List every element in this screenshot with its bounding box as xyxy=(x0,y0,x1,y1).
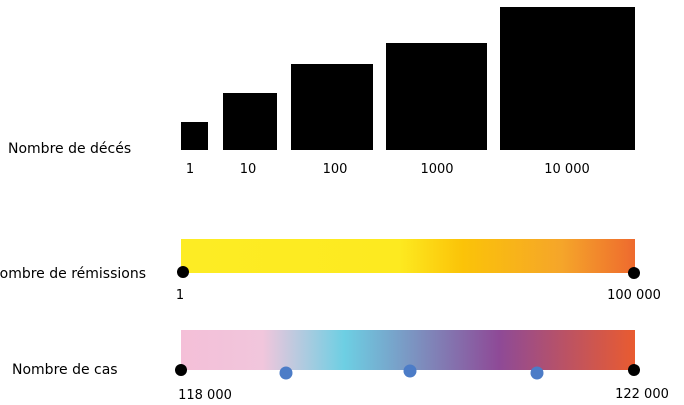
cases-intermediate-marker xyxy=(279,366,293,380)
death-tier-label-10000: 10 000 xyxy=(544,162,590,177)
death-tier-label-100: 100 xyxy=(323,162,348,177)
remissions-max-label: 100 000 xyxy=(607,288,661,303)
death-tier-label-1000: 1000 xyxy=(420,162,453,177)
cases-intermediate-marker xyxy=(530,366,544,380)
cases-max-label: 122 000 xyxy=(615,387,669,402)
cases-min-marker xyxy=(175,364,187,376)
remissions-min-label: 1 xyxy=(176,288,184,303)
death-square-10 xyxy=(223,93,277,150)
cases-min-label: 118 000 xyxy=(178,388,232,403)
death-square-10000 xyxy=(500,7,635,150)
remissions-row-label: Nombre de rémissions xyxy=(0,266,146,282)
remissions-min-marker xyxy=(177,266,189,278)
cases-gradient-bar xyxy=(181,330,635,370)
remissions-gradient-bar xyxy=(181,239,635,273)
death-square-100 xyxy=(291,64,373,150)
deaths-row-label: Nombre de décés xyxy=(8,141,131,157)
death-tier-label-1: 1 xyxy=(186,162,194,177)
cases-intermediate-marker xyxy=(403,364,417,378)
deaths-squares-group xyxy=(181,7,635,150)
remissions-max-marker xyxy=(628,267,640,279)
cases-row-label: Nombre de cas xyxy=(12,362,118,378)
cases-max-marker xyxy=(628,364,640,376)
death-tier-label-10: 10 xyxy=(240,162,257,177)
death-square-1000 xyxy=(386,43,487,150)
death-square-1 xyxy=(181,122,208,150)
